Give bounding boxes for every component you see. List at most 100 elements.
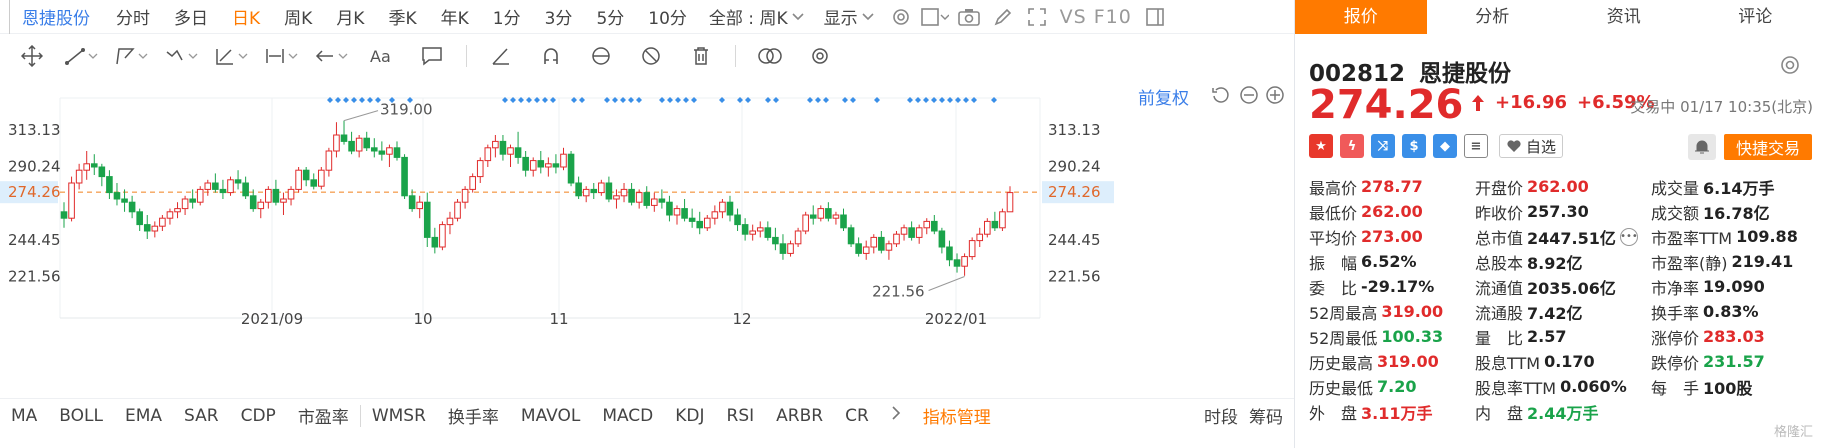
indicator-manage-button[interactable]: 指标管理 xyxy=(922,408,991,428)
chevron-down-icon xyxy=(862,12,874,20)
hide-drawings-icon[interactable] xyxy=(629,41,673,71)
comment-tool-icon[interactable] xyxy=(410,41,454,71)
candle-body-down xyxy=(772,236,779,245)
period-tab[interactable]: 3分 xyxy=(544,9,573,29)
zoom-in-icon[interactable] xyxy=(1264,84,1286,106)
candle-body-down xyxy=(189,198,196,203)
notes-icon[interactable]: ≡ xyxy=(1464,134,1488,158)
indicator-item[interactable]: 市盈率 xyxy=(297,408,349,428)
fullscreen-icon[interactable] xyxy=(1020,0,1054,34)
stock-name-link[interactable]: 恩捷股份 xyxy=(22,9,90,29)
more-indicators-chevron-icon[interactable] xyxy=(880,405,912,426)
range-tool-icon[interactable] xyxy=(260,41,304,71)
china-flag-icon[interactable]: ★ xyxy=(1309,134,1333,158)
more-info-icon[interactable]: ••• xyxy=(1619,227,1638,246)
alert-bell-icon[interactable] xyxy=(1688,134,1716,160)
zoom-out-icon[interactable] xyxy=(1238,84,1260,106)
indicator-item[interactable]: ARBR xyxy=(776,405,824,426)
stat-cell: 最低价 262.00 xyxy=(1309,200,1475,224)
panel-toggle-icon[interactable] xyxy=(1138,0,1172,34)
event-marker-icon xyxy=(659,97,665,103)
wave-tool-icon[interactable] xyxy=(160,41,204,71)
reset-icon[interactable] xyxy=(1210,84,1232,106)
indicator-item[interactable]: BOLL xyxy=(59,405,103,426)
period-tab[interactable]: 年K xyxy=(440,9,469,29)
indicator-divider xyxy=(359,404,361,427)
stat-label: 历史最高 xyxy=(1309,353,1374,373)
toolbar-divider xyxy=(466,45,467,67)
candle-body-up xyxy=(68,182,75,219)
lock-tool-icon[interactable] xyxy=(579,41,623,71)
period-tab[interactable]: 5分 xyxy=(596,9,625,29)
text-tool-icon[interactable]: Aa xyxy=(360,41,404,71)
candle-body-up xyxy=(999,211,1006,229)
chips-toggle[interactable]: 筹码 xyxy=(1249,408,1283,428)
quote-settings-gear-icon[interactable] xyxy=(1779,54,1801,76)
period-tab[interactable]: 日K xyxy=(232,9,261,29)
overlay-compare-icon[interactable] xyxy=(748,41,792,71)
left-edge-divider xyxy=(0,0,10,34)
magnet-icon[interactable] xyxy=(529,41,573,71)
session-toggle[interactable]: 时段 xyxy=(1204,408,1238,428)
indicator-item[interactable]: EMA xyxy=(124,405,163,426)
candlestick-chart[interactable]: 2021/09 10 11 12 2022/01 313.13 313.13 290.24 29… xyxy=(0,78,1294,398)
candle-body-down xyxy=(401,156,408,197)
trash-icon[interactable] xyxy=(679,41,723,71)
period-tab[interactable]: 分时 xyxy=(116,9,150,29)
period-tab[interactable]: 周K xyxy=(284,9,313,29)
polyline-tool-icon[interactable] xyxy=(110,41,154,71)
indicator-item[interactable]: CR xyxy=(845,405,869,426)
period-tab[interactable]: 多日 xyxy=(174,9,208,29)
quote-tab[interactable]: 分析 xyxy=(1475,7,1510,27)
stat-label: 总市值 xyxy=(1475,228,1524,248)
indicator-item[interactable]: 换手率 xyxy=(447,408,499,428)
period-select[interactable]: 全部 : 周K xyxy=(699,4,814,29)
dollar-icon[interactable]: $ xyxy=(1402,134,1426,158)
quick-trade-button[interactable]: 快捷交易 xyxy=(1724,134,1812,160)
crosshair-icon[interactable] xyxy=(10,41,54,71)
indicator-item[interactable]: WMSR xyxy=(371,405,426,426)
fibonacci-tool-icon[interactable] xyxy=(210,41,254,71)
candle-body-up xyxy=(454,201,461,219)
indicator-item[interactable]: MAVOL xyxy=(520,405,581,426)
event-marker-icon xyxy=(526,97,532,103)
vs-f10-button[interactable]: VS F10 xyxy=(1059,5,1132,28)
candle-body-up xyxy=(439,224,446,248)
camera-icon[interactable] xyxy=(952,0,986,34)
indicator-item[interactable]: KDJ xyxy=(675,405,705,426)
stat-label: 最高价 xyxy=(1309,178,1358,198)
candle-body-down xyxy=(840,214,847,229)
indicator-item[interactable]: MACD xyxy=(602,405,654,426)
indicator-item[interactable]: SAR xyxy=(184,405,219,426)
tag-icon[interactable]: ◆ xyxy=(1433,134,1457,158)
stat-value: 319.00 xyxy=(1377,352,1439,371)
period-tab[interactable]: 季K xyxy=(388,9,417,29)
lightning-icon[interactable]: ϟ xyxy=(1340,134,1364,158)
quote-tab[interactable]: 资讯 xyxy=(1606,7,1641,27)
period-tab[interactable]: 1分 xyxy=(492,9,521,29)
candle-body-down xyxy=(499,140,507,155)
event-marker-icon xyxy=(675,97,681,103)
display-select[interactable]: 显示 xyxy=(814,4,884,29)
add-watchlist-button[interactable]: 自选 xyxy=(1499,134,1564,158)
pencil-icon[interactable] xyxy=(986,0,1020,34)
period-tab[interactable]: 月K xyxy=(336,9,365,29)
indicator-item[interactable]: MA xyxy=(11,405,38,426)
arrow-tool-icon[interactable] xyxy=(310,41,354,71)
period-tab[interactable]: 10分 xyxy=(648,9,687,29)
chart-style-square-icon[interactable] xyxy=(918,0,952,34)
quote-tab[interactable]: 评论 xyxy=(1738,7,1773,27)
indicator-item[interactable]: RSI xyxy=(726,405,755,426)
candle-body-up xyxy=(598,182,605,194)
line-tool-icon[interactable] xyxy=(60,41,104,71)
adjust-mode-button[interactable]: 前复权 xyxy=(1138,89,1189,109)
quote-tab[interactable]: 报价 xyxy=(1295,0,1427,34)
angle-tool-icon[interactable] xyxy=(479,41,523,71)
last-price: 274.26 xyxy=(1309,82,1464,128)
quote-tabs: 报价 分析 资讯 评论 xyxy=(1295,0,1821,34)
shuffle-icon[interactable]: ⤨ xyxy=(1371,134,1395,158)
settings-gear-icon[interactable] xyxy=(884,0,918,34)
indicator-item[interactable]: CDP xyxy=(240,405,276,426)
candle-body-up xyxy=(386,147,393,155)
draw-settings-gear-icon[interactable] xyxy=(798,41,842,71)
